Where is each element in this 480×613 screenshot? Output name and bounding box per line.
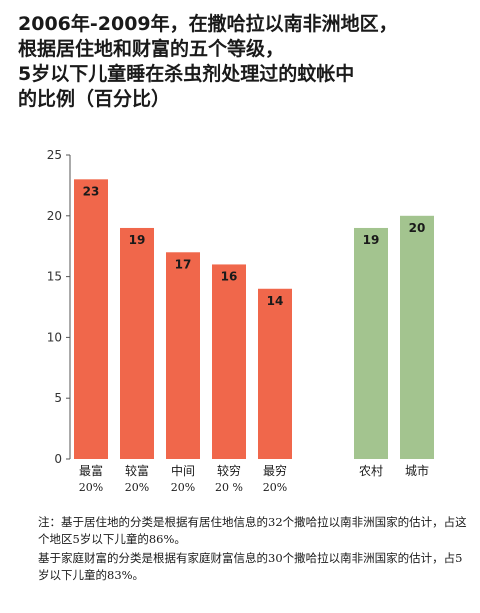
bar [166,252,200,459]
category-sublabel: 20% [79,481,103,494]
category-sublabel: 20% [125,481,149,494]
chart-notes: 注：基于居住地的分类是根据有居住地信息的32个撒哈拉以南非洲国家的估计，占这个地… [38,514,468,586]
chart-title: 2006年-2009年，在撒哈拉以南非洲地区， 根据居住地和财富的五个等级， 5… [18,12,468,112]
title-line: 根据居住地和财富的五个等级， [18,38,285,60]
bar-value-label: 17 [175,257,192,271]
bar-value-label: 23 [83,184,100,198]
category-label: 较富 [125,463,149,478]
title-line: 5岁以下儿童睡在杀虫剂处理过的蚊帐中 [18,63,355,85]
bar-value-label: 19 [129,233,146,247]
bar-value-label: 16 [221,269,238,283]
y-tick-label: 15 [47,270,62,284]
bar-value-label: 20 [409,221,426,235]
category-sublabel: 20% [171,481,195,494]
bar [74,179,108,459]
category-label: 较穷 [217,463,241,478]
category-sublabel: 20 % [215,481,243,494]
category-label: 农村 [359,464,383,478]
y-tick-label: 20 [47,209,62,223]
title-line: 的比例（百分比） [18,88,171,110]
category-label: 最富 [79,463,103,478]
bar [120,227,154,459]
bar [400,215,434,459]
y-tick-label: 25 [47,148,62,162]
note-wealth: 基于家庭财富的分类是根据有家庭财富信息的30个撒哈拉以南非洲国家的估计，占5岁以… [38,551,463,582]
category-sublabel: 20% [263,481,287,494]
category-label: 最穷 [263,463,287,478]
y-tick-label: 5 [54,391,62,405]
bar [258,288,292,459]
title-line: 2006年-2009年，在撒哈拉以南非洲地区， [18,13,398,35]
note-residence: 注：基于居住地的分类是根据有居住地信息的32个撒哈拉以南非洲国家的估计，占这个地… [38,515,467,546]
category-label: 中间 [171,463,195,478]
bar-value-label: 19 [363,233,380,247]
category-label: 城市 [405,463,429,478]
bar-value-label: 14 [267,294,284,308]
y-tick-label: 10 [47,330,62,344]
y-tick-label: 0 [54,452,62,466]
bar [354,227,388,459]
bar [212,264,246,459]
